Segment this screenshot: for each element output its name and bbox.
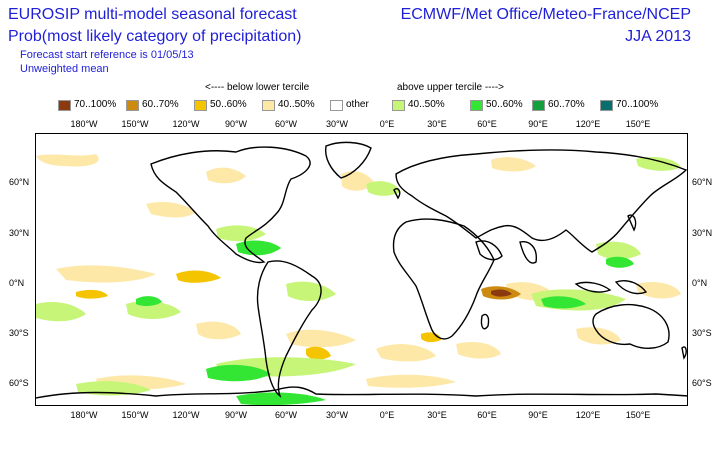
legend-above-label: above upper tercile ----> xyxy=(397,82,504,93)
legend-swatch xyxy=(330,100,343,111)
legend-label: 40..50% xyxy=(278,99,315,110)
legend-label: 60..70% xyxy=(142,99,179,110)
legend-below-label: <---- below lower tercile xyxy=(205,82,310,93)
legend-swatch xyxy=(600,100,613,111)
longitude-label: 60°W xyxy=(274,410,298,420)
longitude-label: 30°E xyxy=(427,410,447,420)
legend-label: other xyxy=(346,99,369,110)
longitude-label: 0°E xyxy=(379,410,395,420)
longitude-label: 150°E xyxy=(625,410,651,420)
legend-label: 40..50% xyxy=(408,99,445,110)
legend-label: 70..100% xyxy=(74,99,117,110)
legend-swatch xyxy=(470,100,483,111)
longitude-label: 120°E xyxy=(575,119,601,129)
longitude-label: 30°W xyxy=(325,410,349,420)
map-title: EUROSIP multi-model seasonal forecast xyxy=(8,6,297,23)
longitude-label: 60°E xyxy=(477,119,497,129)
legend-label: 50..60% xyxy=(210,99,247,110)
longitude-label: 120°W xyxy=(172,119,200,129)
latitude-label: 0°N xyxy=(9,278,25,288)
world-map xyxy=(35,133,688,406)
latitude-label: 30°S xyxy=(9,328,29,338)
latitude-label: 60°S xyxy=(692,378,712,388)
longitude-label: 120°E xyxy=(575,410,601,420)
below-60-100-areas xyxy=(481,286,521,300)
legend-label: 50..60% xyxy=(486,99,523,110)
longitude-label: 120°W xyxy=(172,410,200,420)
longitude-label: 90°E xyxy=(528,410,548,420)
below-40-50-areas xyxy=(36,154,681,390)
agencies-label: ECMWF/Met Office/Meteo-France/NCEP xyxy=(400,6,691,23)
longitude-label: 150°E xyxy=(625,119,651,129)
map-subtitle: Prob(most likely category of precipitati… xyxy=(8,28,302,45)
forecast-reference: Forecast start reference is 01/05/13 xyxy=(20,49,194,61)
latitude-label: 0°N xyxy=(692,278,708,288)
latitude-label: 60°N xyxy=(9,177,30,187)
legend-swatch xyxy=(262,100,275,111)
precipitation-map-svg xyxy=(36,134,687,405)
legend-label: 60..70% xyxy=(548,99,585,110)
legend-swatch xyxy=(126,100,139,111)
longitude-label: 30°W xyxy=(325,119,349,129)
longitude-label: 180°W xyxy=(70,119,98,129)
longitude-label: 150°W xyxy=(121,410,149,420)
longitude-label: 60°W xyxy=(274,119,298,129)
latitude-label: 30°N xyxy=(692,228,713,238)
legend-swatch xyxy=(194,100,207,111)
latitude-label: 30°S xyxy=(692,328,712,338)
latitude-label: 30°N xyxy=(9,228,30,238)
longitude-label: 90°W xyxy=(224,410,248,420)
longitude-label: 90°E xyxy=(528,119,548,129)
legend-label: 70..100% xyxy=(616,99,659,110)
longitude-label: 0°E xyxy=(379,119,395,129)
season-label: JJA 2013 xyxy=(625,28,691,45)
above-40-50-areas xyxy=(36,156,681,396)
coastlines xyxy=(36,141,687,399)
above-50-60-areas xyxy=(136,240,634,405)
longitude-label: 90°W xyxy=(224,119,248,129)
latitude-label: 60°S xyxy=(9,378,29,388)
legend-swatch xyxy=(532,100,545,111)
mean-type: Unweighted mean xyxy=(20,63,109,75)
longitude-label: 60°E xyxy=(477,410,497,420)
legend-swatch xyxy=(392,100,405,111)
longitude-label: 30°E xyxy=(427,119,447,129)
longitude-label: 180°W xyxy=(70,410,98,420)
longitude-label: 150°W xyxy=(121,119,149,129)
latitude-label: 60°N xyxy=(692,177,713,187)
legend-swatch xyxy=(58,100,71,111)
